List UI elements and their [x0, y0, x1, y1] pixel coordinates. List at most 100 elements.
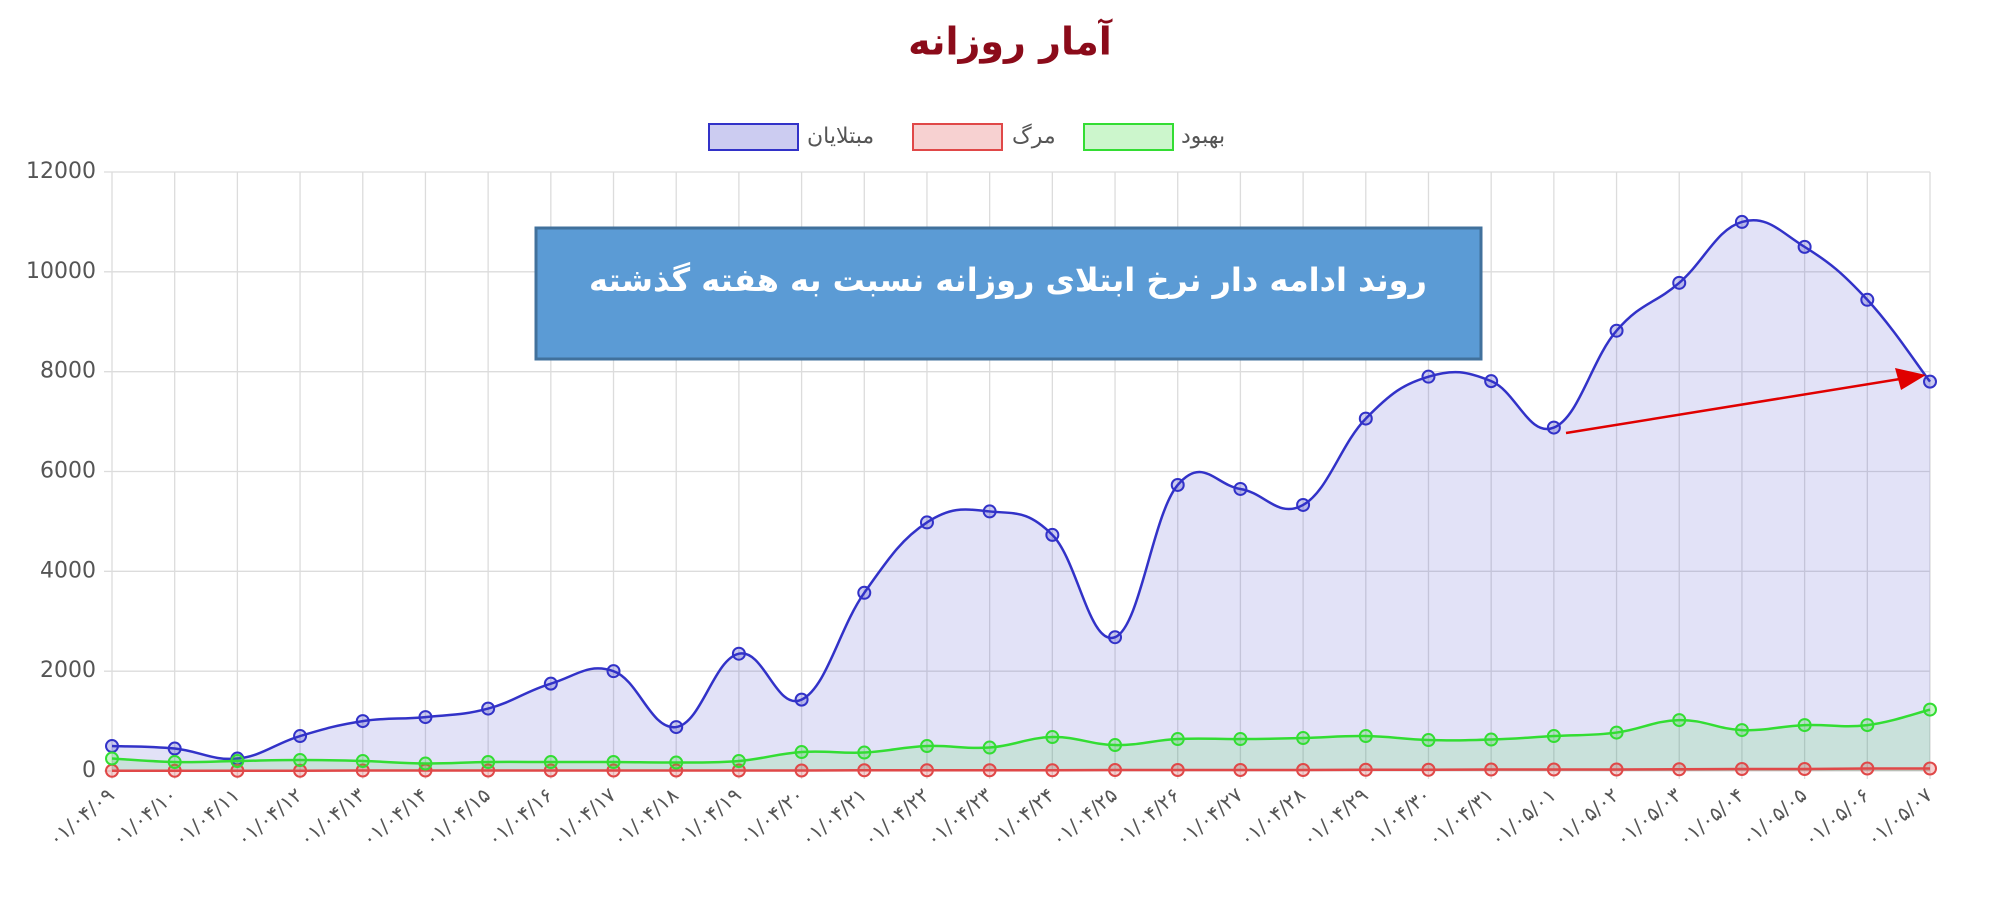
x-tick-label: ۰۱/۰۴/۲۲ — [859, 783, 934, 851]
point — [1860, 292, 1875, 307]
legend-label: مبتلایان — [807, 124, 874, 149]
x-tick-label: ۰۱/۰۵/۰۴ — [1674, 783, 1749, 851]
point — [1546, 762, 1561, 777]
point — [1923, 761, 1937, 776]
x-tick-label: ۰۱/۰۴/۲۹ — [1297, 783, 1372, 851]
point — [857, 585, 872, 600]
x-tick-label: ۰۱/۰۴/۲۱ — [796, 783, 871, 851]
point — [794, 745, 809, 760]
point — [1296, 763, 1311, 778]
y-tick-label: 8000 — [40, 359, 96, 384]
point — [1358, 762, 1373, 777]
x-tick-label: ۰۱/۰۴/۳۰ — [1360, 783, 1435, 851]
point — [105, 739, 119, 754]
point — [1108, 738, 1123, 753]
point — [1296, 731, 1311, 746]
point — [543, 676, 558, 691]
point — [731, 754, 746, 769]
x-tick-label: ۰۱/۰۵/۰۱ — [1485, 783, 1560, 851]
point — [418, 710, 433, 725]
point — [1233, 763, 1248, 778]
point — [669, 720, 684, 735]
point — [167, 755, 182, 770]
point — [1860, 718, 1875, 733]
point — [857, 763, 872, 778]
x-tick-label: ۰۱/۰۴/۲۸ — [1235, 782, 1310, 851]
point — [481, 755, 496, 770]
point — [1923, 374, 1937, 389]
point — [1672, 762, 1687, 777]
point — [1484, 732, 1499, 747]
x-tick-label: ۰۱/۰۴/۲۰ — [733, 783, 808, 851]
point — [919, 763, 934, 778]
point — [1296, 497, 1311, 512]
x-tick-label: ۰۱/۰۴/۱۴ — [357, 783, 432, 851]
x-tick-label: ۰۱/۰۴/۱۹ — [671, 783, 746, 851]
point — [731, 646, 746, 661]
point — [794, 692, 809, 707]
point — [1860, 761, 1875, 776]
x-tick-label: ۰۱/۰۴/۲۷ — [1172, 782, 1247, 851]
x-tick-label: ۰۱/۰۴/۱۱ — [169, 783, 244, 851]
point — [982, 763, 997, 778]
y-tick-label: 4000 — [40, 558, 96, 583]
point — [1358, 729, 1373, 744]
legend-label: بهبود — [1181, 124, 1225, 149]
point — [293, 753, 308, 768]
point — [1484, 762, 1499, 777]
point — [293, 763, 308, 778]
point — [1734, 723, 1749, 738]
x-tick-label: ۰۱/۰۴/۳۱ — [1423, 783, 1498, 851]
point — [355, 714, 370, 729]
point — [982, 504, 997, 519]
point — [1609, 725, 1624, 740]
point — [1170, 732, 1185, 747]
x-tick-label: ۰۱/۰۴/۱۲ — [232, 783, 307, 851]
x-tick-label: ۰۱/۰۵/۰۶ — [1799, 783, 1874, 851]
point — [1546, 729, 1561, 744]
x-tick-label: ۰۱/۰۴/۲۵ — [1047, 783, 1122, 851]
y-tick-label: 2000 — [40, 658, 96, 683]
point — [857, 745, 872, 760]
point — [794, 763, 809, 778]
point — [1045, 730, 1060, 745]
point — [230, 763, 245, 778]
series-line — [111, 708, 1931, 765]
x-tick-label: ۰۱/۰۴/۲۴ — [984, 783, 1059, 851]
point — [669, 755, 684, 770]
legend-swatch — [708, 123, 799, 151]
point — [167, 741, 182, 756]
point — [1045, 763, 1060, 778]
point — [982, 740, 997, 755]
legend-swatch — [912, 123, 1003, 151]
point — [1609, 323, 1624, 338]
point — [1923, 702, 1937, 717]
point — [731, 763, 746, 778]
series-area — [112, 709, 1930, 771]
y-tick-label: 6000 — [40, 459, 96, 484]
x-tick-label: ۰۱/۰۴/۱۷ — [545, 782, 620, 851]
chart-title: آمار روزانه — [908, 18, 1113, 65]
legend-swatch — [1083, 123, 1174, 151]
point — [481, 701, 496, 716]
x-tick-label: ۰۱/۰۴/۲۳ — [921, 782, 996, 851]
point — [105, 763, 119, 778]
series-area — [112, 220, 1930, 772]
series-line — [111, 219, 1931, 761]
y-tick-label: 0 — [82, 758, 96, 783]
point — [919, 515, 934, 530]
arrow — [1565, 368, 1926, 435]
point — [1108, 763, 1123, 778]
x-tick-label: ۰۱/۰۴/۱۵ — [420, 783, 495, 851]
y-tick-label: 10000 — [26, 259, 96, 284]
point — [293, 729, 308, 744]
point — [418, 756, 433, 771]
x-tick-label: ۰۱/۰۴/۱۳ — [294, 782, 369, 851]
point — [1546, 420, 1561, 435]
point — [919, 739, 934, 754]
point — [1797, 762, 1812, 777]
y-tick-label: 12000 — [26, 159, 96, 184]
point — [1421, 733, 1436, 748]
legend-label: مرگ — [1012, 123, 1056, 149]
point — [1484, 374, 1499, 389]
